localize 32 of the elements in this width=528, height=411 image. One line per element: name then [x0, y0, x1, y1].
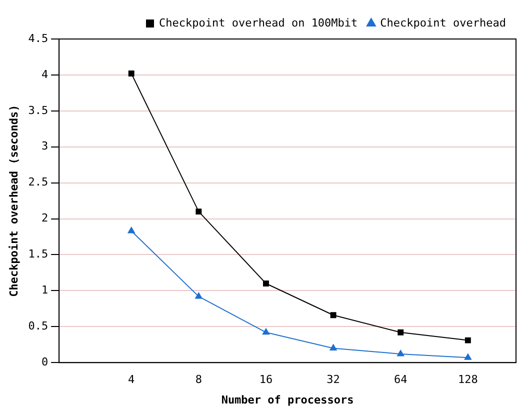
y-tick-label: 1 — [41, 284, 48, 297]
x-tick-label: 128 — [458, 373, 478, 386]
point — [464, 354, 472, 360]
x-axis-title: Number of processors — [221, 393, 354, 406]
point — [464, 337, 471, 344]
y-tick-label: 2.5 — [28, 176, 48, 189]
point — [128, 227, 135, 234]
y-tick-label: 0.5 — [28, 320, 48, 333]
point — [398, 329, 404, 336]
point — [397, 350, 404, 356]
point — [330, 312, 336, 318]
x-tick-label: 32 — [326, 373, 340, 386]
y-tick-label: 2 — [41, 212, 48, 225]
point — [196, 208, 202, 215]
legend-label: Checkpoint overhead — [380, 16, 506, 30]
y-tick-label: 3 — [41, 140, 48, 153]
x-tick-label: 64 — [394, 373, 408, 386]
point — [262, 328, 270, 335]
y-tick-label: 1.5 — [28, 248, 48, 261]
point — [195, 292, 202, 299]
y-axis-title: Checkpoint overhead (seconds) — [7, 104, 20, 297]
x-tick-label: 16 — [259, 373, 273, 386]
y-tick-label: 3.5 — [28, 104, 48, 117]
point — [330, 344, 337, 350]
point — [128, 70, 134, 76]
y-tick-label: 0 — [41, 355, 48, 368]
legend-label: Checkpoint overhead on 100Mbit — [158, 16, 358, 30]
y-tick-label: 4 — [41, 68, 48, 81]
y-tick-label: 4.5 — [28, 32, 48, 45]
point — [263, 280, 269, 286]
x-tick-label: 8 — [195, 373, 202, 386]
x-tick-label: 4 — [128, 373, 136, 386]
